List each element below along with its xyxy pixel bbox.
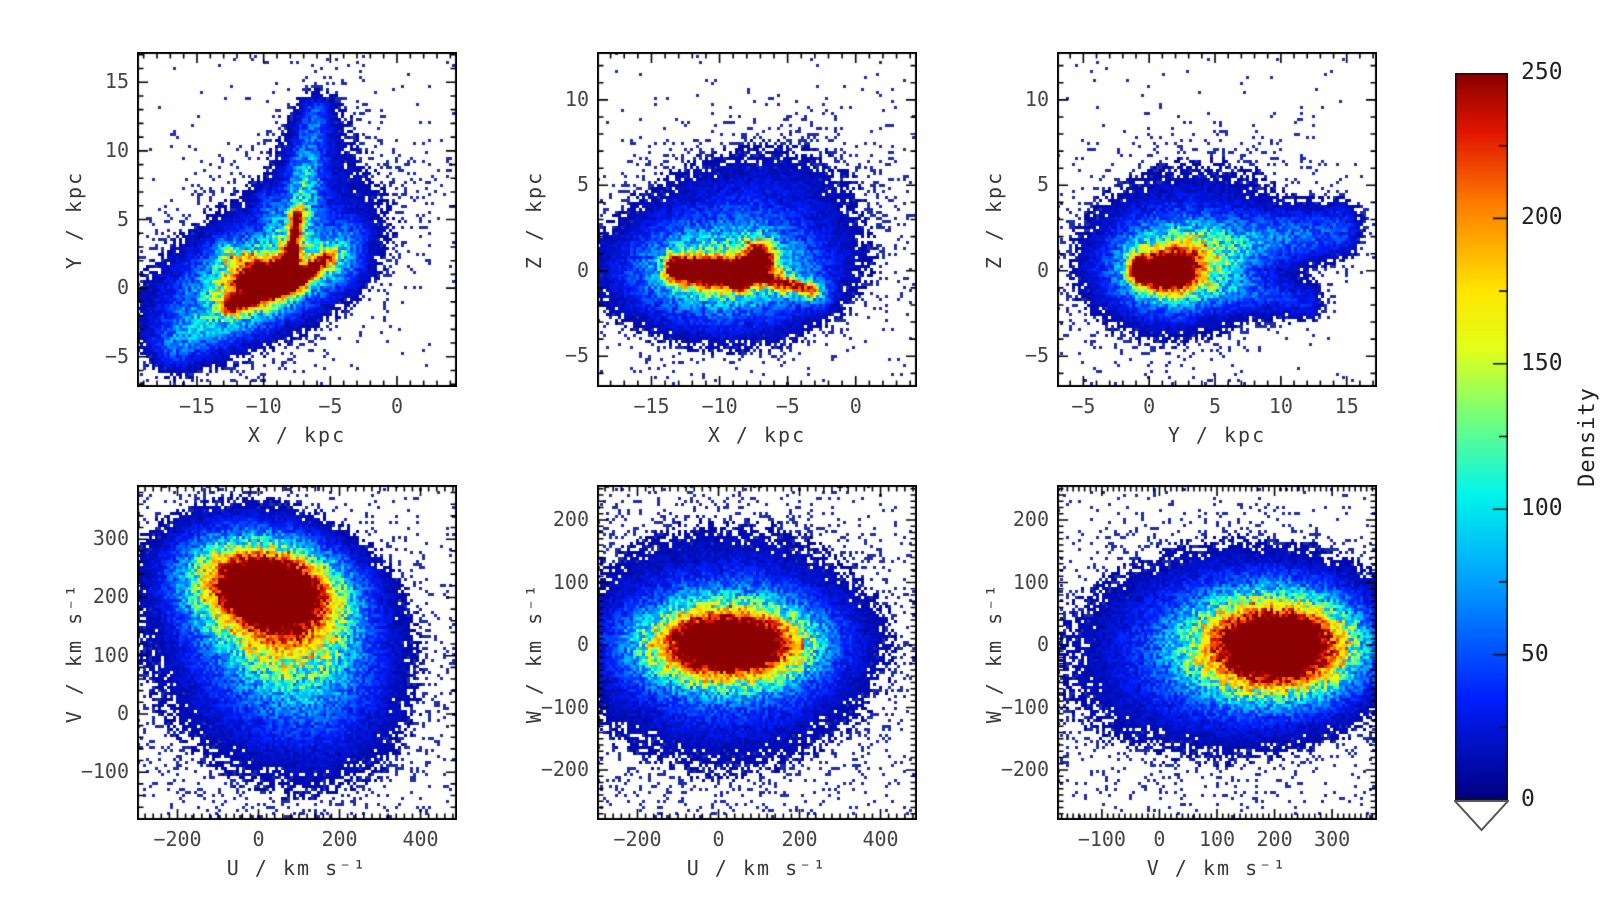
x-tick-label: −15: [633, 394, 670, 418]
x-tick-label: −200: [613, 827, 662, 851]
y-tick-label: 0: [1036, 257, 1049, 282]
x-tick-label: −100: [1077, 827, 1126, 851]
x-axis-label-u-w: U / km s⁻¹: [686, 856, 828, 880]
y-tick-label: 10: [104, 137, 129, 162]
x-tick-label: 200: [321, 827, 358, 851]
density-panel-canvas-x-z: [597, 52, 917, 387]
colorbar-underflow-arrow-icon: [1454, 800, 1509, 832]
colorbar-tick-label: 50: [1521, 640, 1549, 667]
colorbar-tick-label: 200: [1521, 204, 1563, 231]
y-tick-label: 0: [1036, 632, 1049, 656]
y-tick-label: 10: [564, 86, 589, 111]
x-tick-label: 400: [402, 827, 439, 851]
y-tick-label: 200: [1012, 507, 1049, 531]
y-tick-label: 200: [552, 507, 589, 531]
x-axis-label-v-w: V / km s⁻¹: [1146, 856, 1288, 880]
y-tick-label: −5: [1024, 343, 1049, 368]
y-axis-label-x-y: Y / kpc: [62, 170, 86, 269]
x-tick-label: 0: [252, 827, 265, 851]
x-tick-label: 10: [1268, 394, 1293, 418]
x-axis-label-x-z: X / kpc: [707, 423, 807, 447]
y-tick-label: 10: [1024, 86, 1049, 111]
x-tick-label: 0: [390, 394, 404, 418]
x-tick-label: 200: [1256, 827, 1293, 851]
y-tick-label: 300: [92, 526, 129, 551]
y-tick-label: 100: [92, 642, 129, 667]
x-tick-label: −5: [318, 394, 343, 418]
y-tick-label: −5: [104, 343, 129, 368]
x-tick-label: −15: [178, 394, 216, 418]
y-axis-label-v-w: W / km s⁻¹: [982, 582, 1006, 723]
density-panel-canvas-y-z: [1057, 52, 1377, 387]
x-tick-label: 0: [712, 827, 725, 851]
x-tick-label: −5: [775, 394, 800, 418]
x-tick-label: 15: [1334, 394, 1359, 418]
y-tick-label: 100: [1012, 569, 1049, 594]
colorbar-tick-label: 150: [1521, 349, 1563, 376]
x-tick-label: 5: [1208, 394, 1222, 418]
y-tick-label: 15: [104, 69, 129, 94]
x-tick-label: −10: [701, 394, 738, 418]
y-axis-label-x-z: Z / kpc: [522, 170, 546, 269]
y-tick-label: 0: [116, 700, 129, 725]
y-tick-label: −200: [1000, 757, 1049, 781]
y-tick-label: 0: [576, 632, 589, 656]
y-tick-label: 5: [576, 172, 589, 197]
x-tick-label: −200: [153, 827, 202, 851]
y-tick-label: −100: [80, 759, 129, 784]
y-tick-label: 0: [116, 275, 129, 300]
x-tick-label: 0: [1143, 394, 1156, 418]
x-tick-label: 0: [849, 394, 862, 418]
density-panel-canvas-v-w: [1057, 485, 1377, 820]
y-axis-label-u-w: W / km s⁻¹: [522, 582, 546, 723]
y-tick-label: 0: [576, 257, 589, 282]
y-tick-label: 5: [116, 206, 129, 231]
density-panel-canvas-u-w: [597, 485, 917, 820]
y-tick-label: −100: [540, 694, 589, 719]
x-tick-label: 100: [1198, 827, 1236, 851]
y-tick-label: −200: [540, 757, 589, 781]
x-tick-label: −10: [245, 394, 282, 418]
y-tick-label: 100: [552, 569, 589, 594]
x-axis-label-u-v: U / km s⁻¹: [226, 856, 368, 880]
x-tick-label: 300: [1314, 827, 1351, 851]
x-tick-label: 0: [1153, 827, 1166, 851]
x-tick-label: 200: [781, 827, 818, 851]
y-tick-label: 5: [1036, 172, 1049, 197]
y-tick-label: 200: [92, 584, 129, 609]
x-tick-label: 400: [862, 827, 899, 851]
y-axis-label-u-v: V / km s⁻¹: [62, 582, 86, 723]
colorbar-tick-label: 250: [1521, 59, 1563, 85]
y-tick-label: −5: [564, 343, 589, 368]
colorbar-gradient: [1455, 73, 1508, 800]
y-tick-label: −100: [1000, 694, 1049, 719]
colorbar-tick-label: 100: [1521, 495, 1563, 522]
y-axis-label-y-z: Z / kpc: [982, 170, 1006, 269]
x-tick-label: −5: [1071, 394, 1096, 418]
colorbar-tick-label: 0: [1521, 786, 1535, 812]
x-axis-label-x-y: X / kpc: [247, 423, 347, 447]
x-axis-label-y-z: Y / kpc: [1167, 423, 1267, 447]
density-panel-canvas-x-y: [137, 52, 457, 387]
density-panel-canvas-u-v: [137, 485, 457, 820]
